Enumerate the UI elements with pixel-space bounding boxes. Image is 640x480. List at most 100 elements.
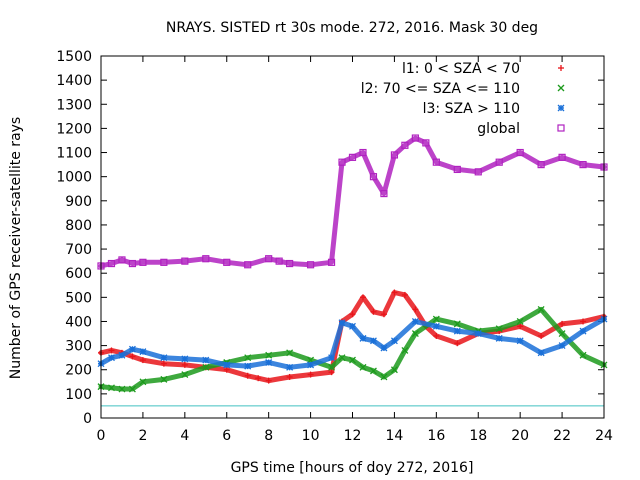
y-tick-label: 500 — [65, 290, 92, 306]
data-point — [306, 261, 315, 269]
y-tick-label: 400 — [65, 314, 92, 330]
data-point — [390, 151, 399, 159]
data-point — [369, 337, 377, 345]
marker-stroke — [579, 351, 587, 359]
data-point — [128, 259, 137, 268]
marker-stroke — [139, 378, 147, 386]
data-point — [453, 327, 461, 335]
y-tick-label: 300 — [65, 339, 92, 355]
y-tick-label: 1000 — [56, 170, 92, 186]
data-point — [265, 359, 273, 366]
x-tick-label: 0 — [97, 428, 106, 444]
legend: l1: 0 < SZA < 70 l2: 70 <= SZA <= 110 l3: … — [361, 61, 565, 137]
data-point — [495, 325, 503, 333]
data-point — [160, 258, 168, 266]
y-tick-label: 1200 — [56, 121, 92, 137]
data-point — [265, 255, 273, 263]
legend-marker — [558, 65, 564, 71]
marker-stroke — [202, 363, 210, 371]
data-point — [139, 378, 147, 386]
data-point — [558, 153, 566, 161]
data-point — [433, 332, 440, 339]
marker-stroke — [432, 322, 440, 330]
marker-stroke — [118, 385, 126, 393]
data-point — [412, 306, 419, 313]
marker-stroke — [390, 366, 398, 374]
data-point — [359, 294, 366, 301]
x-tick-label: 20 — [511, 428, 529, 444]
marker-stroke — [108, 384, 115, 392]
data-point — [327, 258, 336, 266]
marker-stroke — [401, 346, 409, 354]
y-tick-label: 1300 — [56, 97, 92, 113]
marker-stroke — [139, 348, 147, 356]
series-trace — [98, 316, 607, 370]
marker-stroke — [369, 337, 377, 345]
data-point — [537, 161, 545, 169]
series-3 — [97, 134, 608, 270]
y-tick-label: 800 — [65, 218, 92, 234]
marker-stroke — [128, 385, 136, 393]
data-point — [516, 148, 524, 157]
y-tick-label: 1400 — [56, 73, 92, 89]
marker-stroke — [328, 363, 336, 371]
data-point — [422, 139, 430, 147]
data-point — [181, 371, 189, 379]
data-point — [139, 258, 147, 266]
marker-stroke — [286, 363, 294, 371]
chart-title: NRAYS. SISTED rt 30s mode. 272, 2016. Ma… — [166, 20, 538, 36]
data-point — [411, 318, 419, 325]
marker-stroke — [380, 373, 388, 381]
x-axis-label: GPS time [hours of doy 272, 2016] — [231, 460, 474, 476]
data-point — [244, 261, 252, 269]
data-point — [474, 168, 482, 176]
y-tick-label: 1100 — [56, 146, 92, 162]
data-point — [432, 322, 440, 330]
marker-stroke — [495, 325, 503, 333]
data-point — [411, 134, 419, 142]
data-point — [118, 351, 126, 359]
data-point — [128, 345, 136, 353]
marker-stroke — [453, 320, 461, 328]
data-point — [401, 291, 408, 298]
x-tick-label: 8 — [264, 428, 273, 444]
marker-stroke — [349, 356, 356, 364]
marker-stroke — [558, 330, 566, 337]
data-point — [202, 356, 210, 364]
data-point — [244, 362, 252, 370]
legend-label: global — [477, 121, 520, 137]
data-point — [244, 372, 251, 379]
data-point — [265, 377, 272, 384]
x-tick-label: 12 — [344, 428, 362, 444]
marker-stroke — [223, 361, 231, 369]
legend-marker — [557, 124, 565, 132]
data-point — [579, 161, 587, 169]
series-trace — [98, 306, 607, 392]
marker-stroke — [338, 354, 346, 362]
y-tick-label: 900 — [65, 194, 92, 210]
y-tick-label: 600 — [65, 266, 92, 282]
series-layer — [97, 134, 608, 393]
marker-stroke — [181, 355, 189, 363]
data-point — [160, 360, 167, 367]
data-point — [359, 363, 367, 371]
marker-stroke — [411, 318, 419, 325]
data-point — [286, 259, 294, 268]
data-point — [338, 354, 346, 362]
data-point — [338, 319, 346, 327]
data-point — [538, 332, 545, 339]
marker-stroke — [359, 363, 367, 371]
x-tick-label: 10 — [302, 428, 320, 444]
data-point — [265, 351, 273, 359]
data-point — [380, 344, 388, 352]
data-point — [432, 315, 440, 323]
data-point — [139, 348, 147, 356]
x-tick-label: 14 — [386, 428, 404, 444]
y-tick-label: 700 — [65, 242, 92, 258]
marker-stroke — [265, 351, 273, 359]
data-point — [380, 189, 388, 198]
data-point — [495, 334, 503, 342]
data-point — [391, 289, 398, 296]
series-trace — [98, 135, 607, 269]
data-point — [558, 342, 566, 350]
